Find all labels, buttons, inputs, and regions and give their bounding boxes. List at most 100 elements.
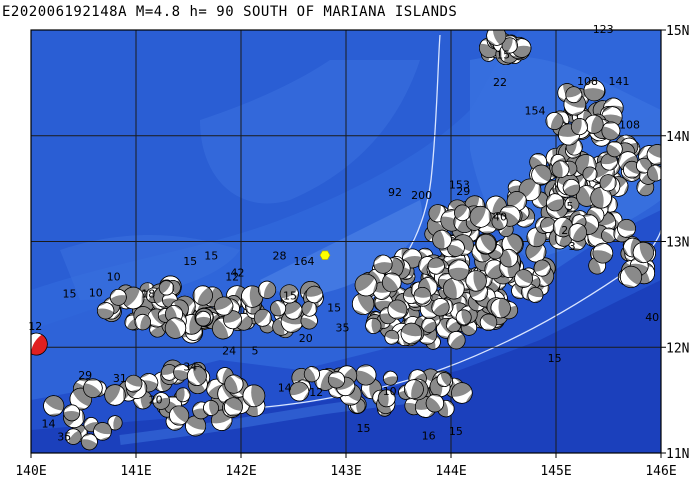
- focal-mechanism: [533, 259, 551, 277]
- depth-label: 40: [645, 311, 659, 324]
- focal-mechanism: [122, 286, 145, 310]
- focal-mechanism: [96, 302, 115, 320]
- depth-label: 34: [183, 361, 197, 374]
- focal-mechanism: [214, 296, 234, 316]
- focal-mechanism: [484, 259, 504, 280]
- lon-label: 145E: [540, 464, 571, 479]
- depth-label: 15: [357, 422, 371, 435]
- focal-mechanism: [31, 332, 48, 356]
- depth-label: 92: [388, 186, 402, 199]
- focal-mechanism: [447, 239, 465, 257]
- focal-mechanism: [617, 219, 636, 238]
- depth-label: 5: [252, 345, 259, 358]
- focal-mechanism: [632, 241, 654, 264]
- focal-mechanism: [432, 229, 452, 250]
- focal-mechanism: [355, 364, 377, 386]
- focal-mechanism: [242, 384, 266, 408]
- focal-mechanism: [469, 205, 492, 228]
- focal-mechanism: [564, 196, 580, 212]
- focal-mechanism: [431, 298, 450, 317]
- focal-mechanism: [447, 331, 466, 350]
- focal-mechanism: [373, 254, 393, 274]
- depth-label: 14: [42, 418, 56, 431]
- focal-mechanism: [289, 381, 310, 402]
- focal-mechanism: [195, 310, 211, 327]
- focal-mechanism: [377, 389, 396, 408]
- depth-label: 200: [411, 189, 432, 202]
- focal-mechanism: [270, 300, 287, 317]
- focal-mechanism: [109, 288, 127, 306]
- depth-label: 15: [327, 301, 341, 314]
- depth-label: 28: [273, 250, 287, 263]
- depth-label: 2: [561, 224, 568, 237]
- depth-label: 10: [383, 385, 397, 398]
- map-title: E202006192148A M=4.8 h= 90 SOUTH OF MARI…: [2, 4, 458, 20]
- depth-label: 108: [619, 118, 640, 131]
- lon-label: 141E: [120, 464, 151, 479]
- focal-mechanism: [455, 309, 472, 326]
- focal-mechanism: [592, 242, 614, 264]
- depth-label: 14: [278, 382, 292, 395]
- focal-mechanism: [448, 259, 470, 281]
- focal-mechanism: [203, 400, 219, 416]
- depth-label: 24: [222, 345, 236, 358]
- depth-label: 29: [456, 185, 470, 198]
- focal-mechanism: [601, 227, 617, 243]
- focal-mechanism: [499, 248, 518, 268]
- lat-label: 13N: [666, 236, 689, 251]
- focal-mechanism: [104, 384, 126, 406]
- depth-label: 29: [78, 369, 92, 382]
- focal-mechanism: [570, 118, 589, 136]
- focal-mechanism: [442, 277, 465, 300]
- depth-label: 108: [577, 75, 598, 88]
- focal-mechanism: [303, 366, 320, 383]
- depth-label: 40: [493, 210, 507, 223]
- focal-mechanism: [451, 382, 473, 404]
- focal-mechanism: [175, 387, 191, 403]
- epicenter-marker: [319, 250, 331, 260]
- lat-label: 12N: [666, 341, 689, 356]
- focal-mechanism: [562, 178, 581, 197]
- lat-label: 14N: [666, 130, 689, 145]
- focal-mechanism-layer: [31, 30, 661, 451]
- focal-mechanism: [565, 86, 583, 104]
- depth-label: 153: [449, 179, 470, 192]
- focal-mechanism: [279, 284, 299, 304]
- focal-mechanism: [527, 287, 544, 303]
- depth-label: 5: [567, 200, 574, 213]
- lat-label: 15N: [666, 24, 689, 39]
- focal-mechanism: [186, 366, 207, 386]
- focal-mechanism: [152, 392, 170, 410]
- depth-label: 10: [107, 271, 121, 284]
- target-depth-label: 12: [28, 320, 42, 333]
- focal-mechanism: [253, 308, 272, 327]
- depth-label: 31: [113, 372, 127, 385]
- depth-label: 18: [141, 288, 155, 301]
- focal-mechanism: [81, 433, 98, 451]
- depth-label: 141: [609, 75, 630, 88]
- focal-mechanism: [413, 287, 432, 305]
- focal-mechanism: [224, 374, 244, 394]
- focal-mechanism: [301, 300, 318, 317]
- focal-mechanism: [646, 144, 661, 166]
- focal-mechanism: [164, 317, 187, 339]
- focal-mechanism: [158, 280, 175, 296]
- focal-mechanism: [514, 269, 533, 288]
- focal-mechanism: [551, 160, 570, 179]
- focal-mechanism: [425, 394, 445, 413]
- depth-label: 154: [525, 105, 546, 118]
- focal-mechanism: [531, 164, 552, 185]
- lat-label: 11N: [666, 447, 689, 462]
- lon-label: 144E: [435, 464, 466, 479]
- depth-label: 16: [422, 429, 436, 442]
- focal-mechanism: [124, 374, 143, 393]
- focal-mechanism: [599, 174, 617, 192]
- focal-mechanism: [465, 270, 487, 292]
- depth-label: 20: [149, 393, 163, 406]
- focal-mechanism: [43, 395, 65, 417]
- depth-label: 10: [89, 287, 103, 300]
- focal-mechanism: [582, 166, 598, 182]
- focal-mechanism: [545, 112, 564, 130]
- focal-mechanism: [486, 30, 507, 46]
